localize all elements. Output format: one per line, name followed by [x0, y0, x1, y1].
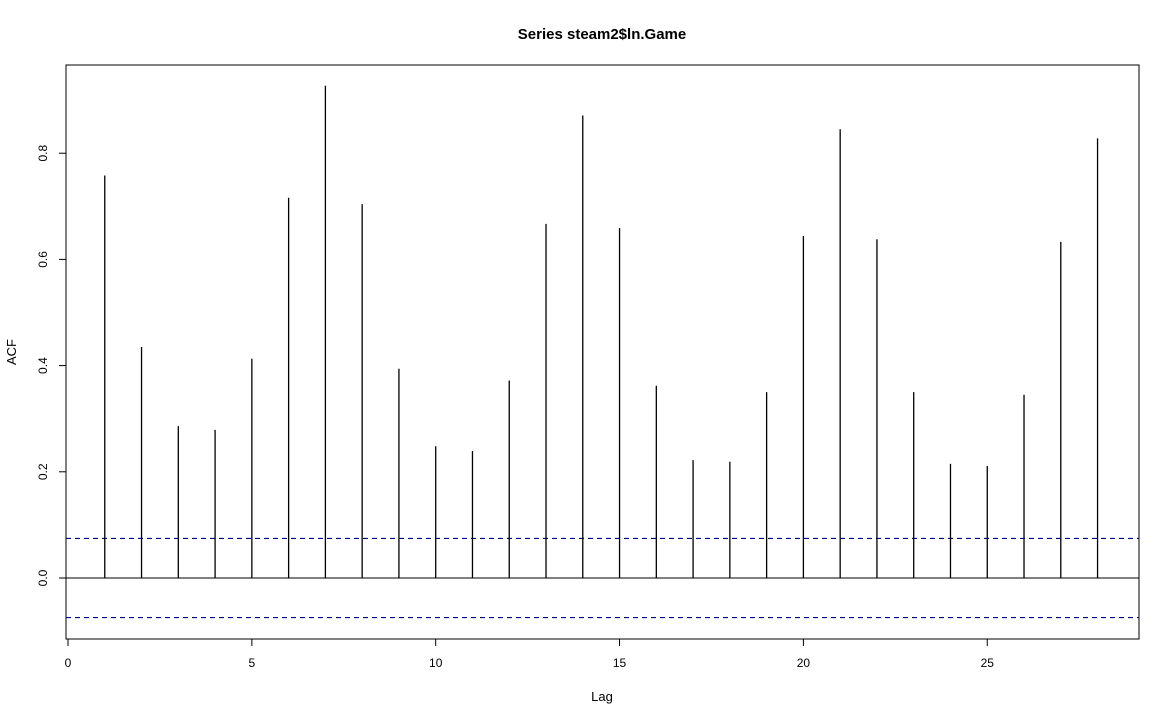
x-tick-label: 25	[981, 656, 995, 670]
x-tick-label: 0	[65, 656, 72, 670]
y-tick-label: 0.0	[36, 569, 50, 586]
x-tick-label: 5	[249, 656, 256, 670]
x-tick-label: 10	[429, 656, 443, 670]
y-tick-label: 0.4	[36, 357, 50, 374]
y-tick-label: 0.8	[36, 145, 50, 162]
y-tick-label: 0.2	[36, 463, 50, 480]
chart-title: Series steam2$ln.Game	[518, 26, 686, 43]
x-tick-label: 20	[797, 656, 811, 670]
x-tick-label: 15	[613, 656, 627, 670]
confidence-bounds	[66, 537, 1139, 619]
y-axis: 0.0 0.2 0.4 0.6 0.8	[36, 145, 67, 586]
y-axis-label: ACF	[4, 339, 19, 365]
acf-bars	[104, 85, 1099, 578]
x-axis: 0 5 10 15 20 25	[65, 638, 995, 670]
y-tick-label: 0.6	[36, 251, 50, 268]
x-axis-label: Lag	[591, 689, 613, 704]
plot-frame	[65, 64, 1140, 640]
